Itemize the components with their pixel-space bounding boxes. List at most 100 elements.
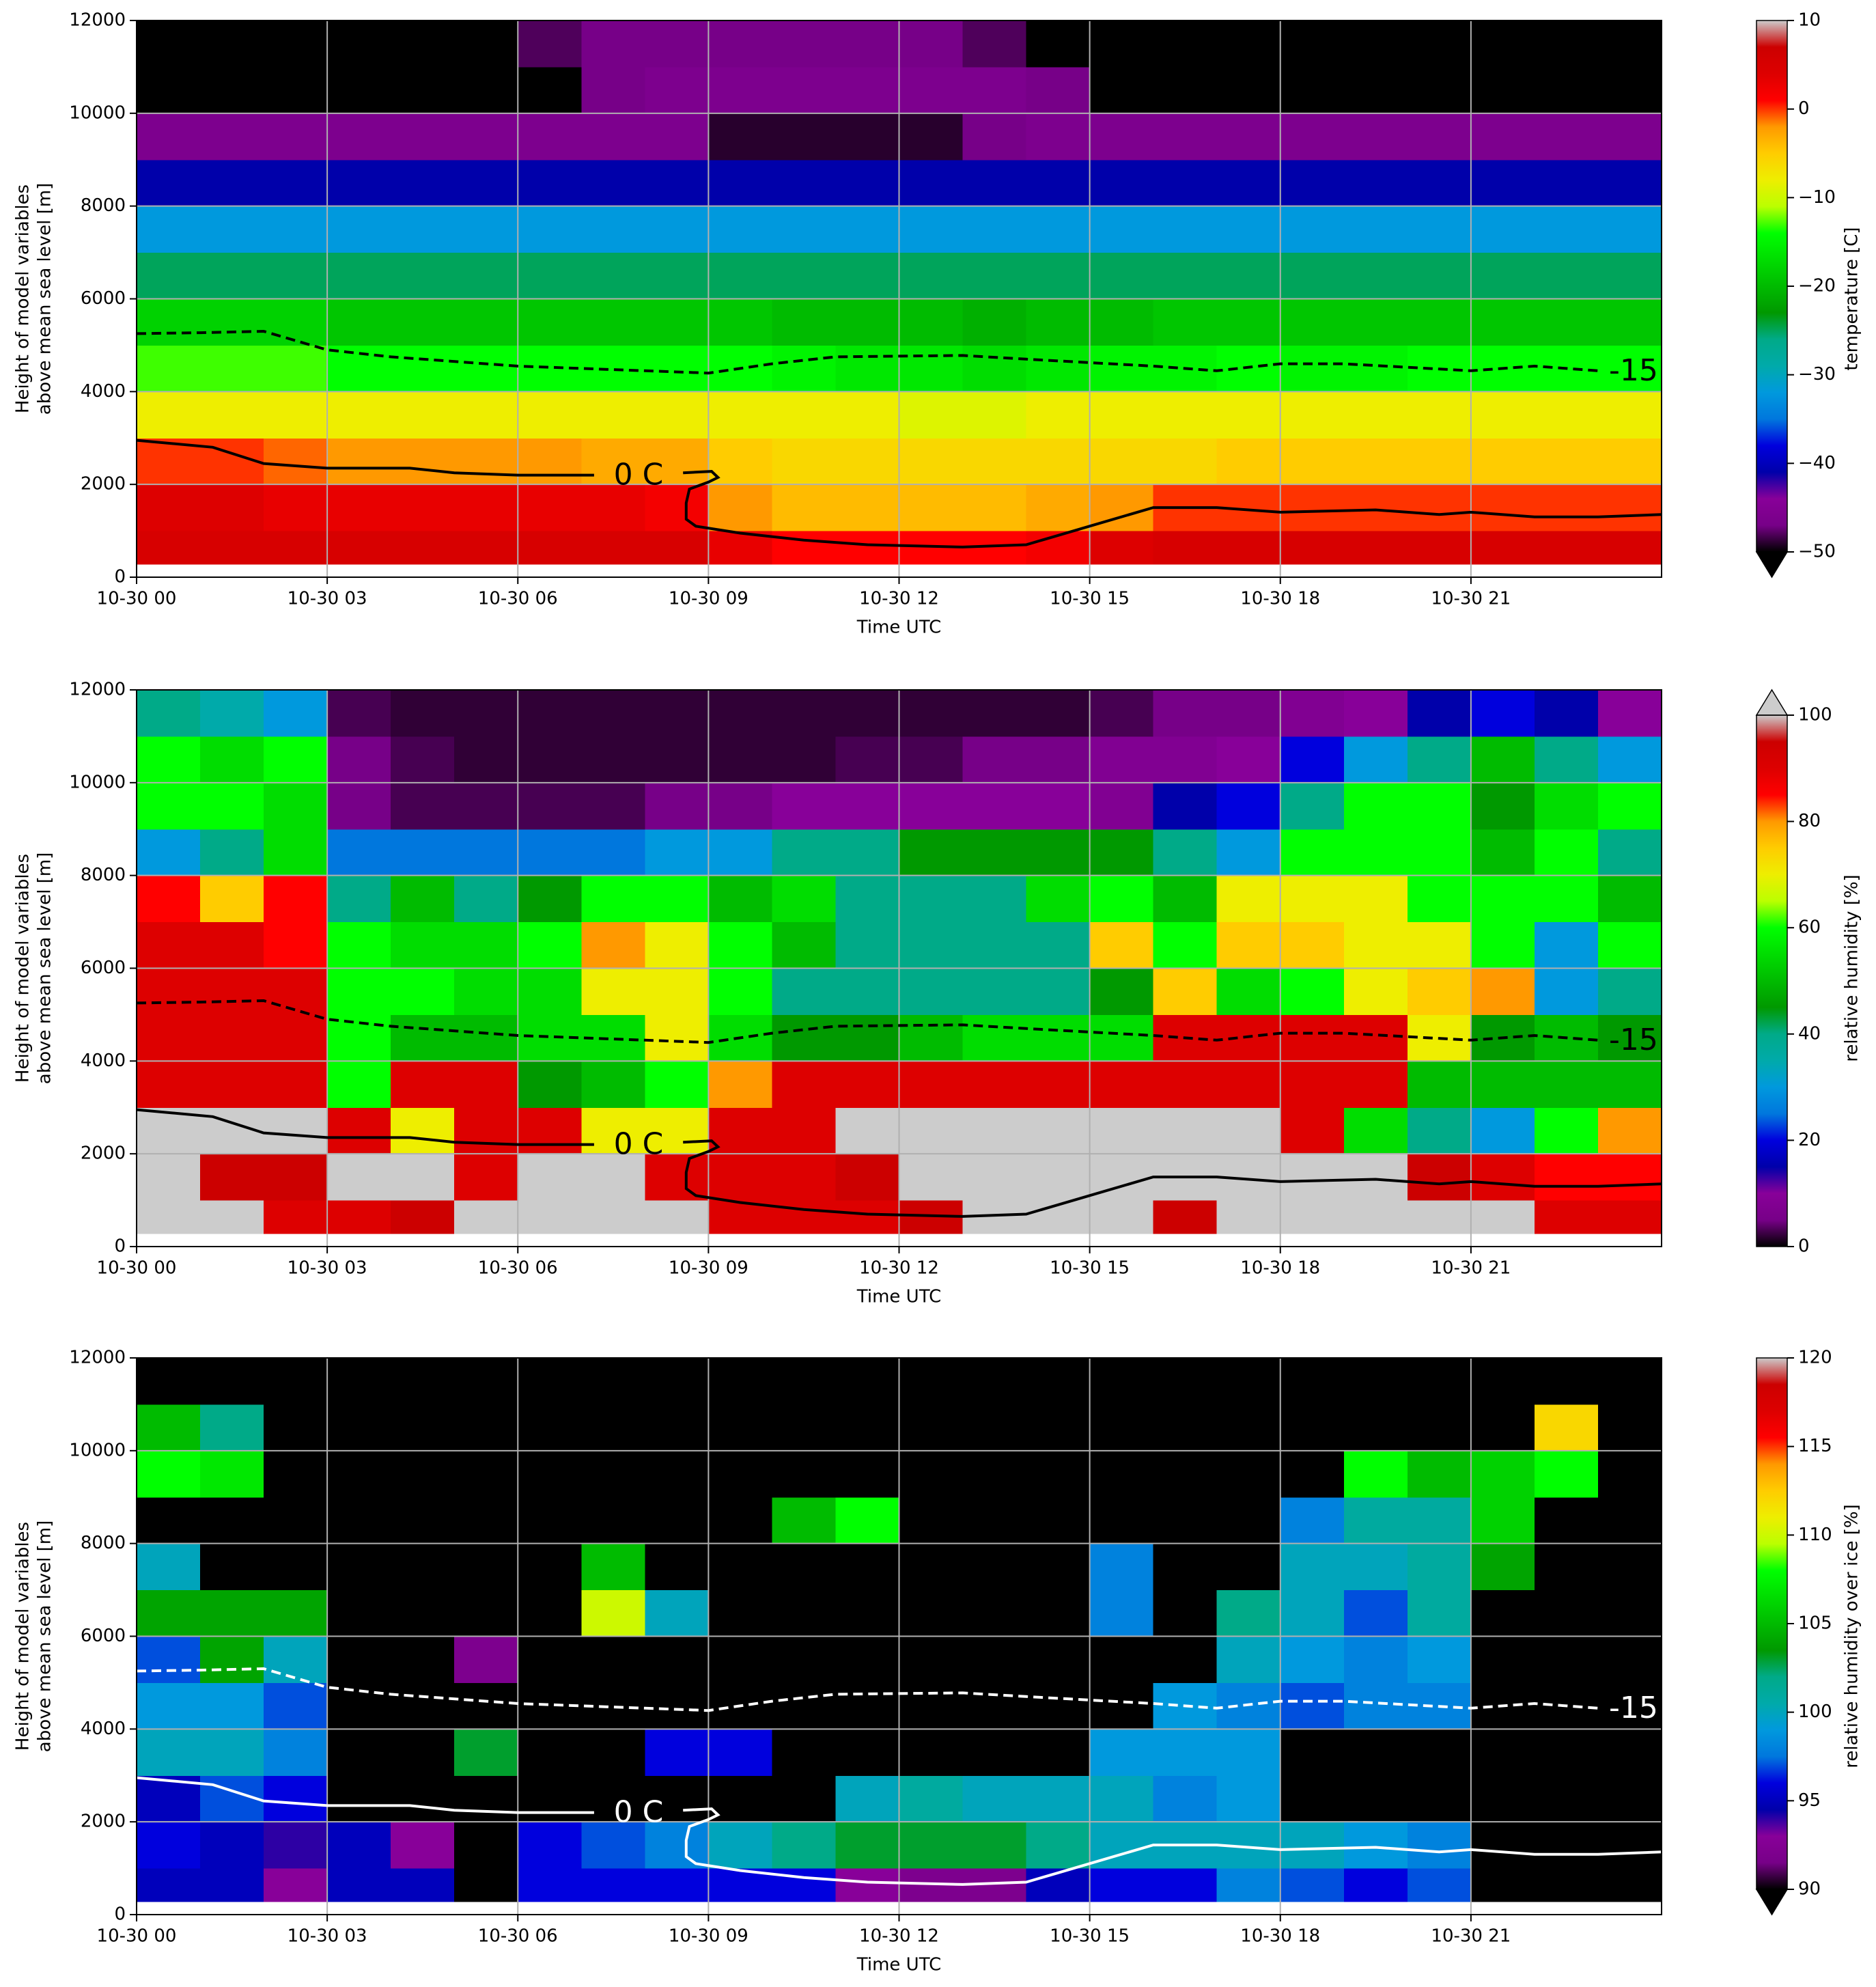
heatmap-cell xyxy=(264,1822,328,1869)
heatmap-cell xyxy=(962,1822,1027,1869)
heatmap-cell xyxy=(1407,1822,1472,1869)
heatmap-cell xyxy=(327,968,391,1016)
heatmap-cell xyxy=(899,1775,964,1822)
heatmap-cell xyxy=(1534,252,1599,300)
heatmap-cell xyxy=(1089,252,1154,300)
heatmap-cell xyxy=(137,968,201,1016)
heatmap-cell xyxy=(454,1868,518,1902)
heatmap-cell xyxy=(1343,690,1408,737)
heatmap-cell xyxy=(1026,1061,1091,1108)
heatmap-cell xyxy=(200,1822,264,1869)
heatmap-cell xyxy=(581,252,645,300)
x-tick-label: 10-30 21 xyxy=(1431,589,1511,609)
heatmap-cell xyxy=(518,531,582,565)
heatmap-cell xyxy=(391,531,455,565)
heatmap-cell xyxy=(1153,1358,1218,1405)
heatmap-cell xyxy=(581,921,645,969)
heatmap-cell xyxy=(518,782,582,830)
x-tick-label: 10-30 00 xyxy=(97,1258,177,1279)
x-tick-label: 10-30 15 xyxy=(1050,1926,1130,1947)
heatmap-cell xyxy=(454,1775,518,1822)
heatmap-cell xyxy=(1089,829,1154,876)
heatmap-cell xyxy=(137,391,201,439)
heatmap-cell xyxy=(1216,690,1281,737)
heatmap-cell xyxy=(1280,736,1345,783)
heatmap-cell xyxy=(327,1404,391,1451)
heatmap-cell xyxy=(581,1404,645,1451)
x-tick-label: 10-30 18 xyxy=(1240,1926,1320,1947)
heatmap-cell xyxy=(1153,20,1218,68)
heatmap-cell xyxy=(327,484,391,531)
heatmap-cell xyxy=(137,921,201,969)
heatmap-cell xyxy=(708,113,773,161)
heatmap-cell xyxy=(1470,298,1535,346)
heatmap-cell xyxy=(708,1589,773,1637)
heatmap-cell xyxy=(1343,1450,1408,1498)
heatmap-cell xyxy=(899,1682,964,1729)
heatmap-cell xyxy=(137,1200,201,1234)
heatmap-cell xyxy=(1026,921,1091,969)
heatmap-cell xyxy=(454,345,518,392)
heatmap-cell xyxy=(391,1358,455,1405)
heatmap-cell xyxy=(1470,1061,1535,1108)
heatmap-cell xyxy=(1026,345,1091,392)
heatmap xyxy=(137,690,1662,1234)
heatmap-cell xyxy=(1407,298,1472,346)
heatmap-cell xyxy=(962,345,1027,392)
heatmap-cell xyxy=(708,1497,773,1544)
heatmap-cell xyxy=(1470,875,1535,923)
heatmap-cell xyxy=(391,1543,455,1591)
heatmap-cell xyxy=(1026,690,1091,737)
heatmap-cell xyxy=(835,531,900,565)
heatmap-cell xyxy=(1597,875,1662,923)
heatmap-cell xyxy=(1470,829,1535,876)
heatmap-cell xyxy=(835,1682,900,1729)
heatmap-cell xyxy=(1153,252,1218,300)
heatmap-cell xyxy=(1153,782,1218,830)
y-tick-label: 12000 xyxy=(69,10,126,31)
x-tick-label: 10-30 06 xyxy=(478,589,558,609)
heatmap-cell xyxy=(137,252,201,300)
heatmap-cell xyxy=(1280,1200,1345,1234)
heatmap-cell xyxy=(835,1543,900,1591)
heatmap-cell xyxy=(518,1868,582,1902)
heatmap-cell xyxy=(962,66,1027,114)
heatmap-cell xyxy=(1089,1729,1154,1776)
heatmap-cell xyxy=(1280,1543,1345,1591)
heatmap-cell xyxy=(772,1358,837,1405)
heatmap-cell xyxy=(1280,968,1345,1016)
heatmap-cell xyxy=(454,1014,518,1061)
heatmap-cell xyxy=(1026,252,1091,300)
heatmap-cell xyxy=(327,782,391,830)
heatmap-cell xyxy=(200,1014,264,1061)
heatmap-cell xyxy=(1407,531,1472,565)
heatmap-cell xyxy=(1534,1497,1599,1544)
heatmap-cell xyxy=(962,1404,1027,1451)
heatmap-cell xyxy=(708,20,773,68)
y-tick-label: 8000 xyxy=(81,195,126,216)
heatmap-cell xyxy=(200,391,264,439)
heatmap-cell xyxy=(835,921,900,969)
heatmap-cell xyxy=(1089,1404,1154,1451)
heatmap-cell xyxy=(1597,1589,1662,1637)
heatmap-cell xyxy=(645,298,709,346)
heatmap-cell xyxy=(581,1589,645,1637)
colorbar-extension xyxy=(1755,689,1789,716)
heatmap-cell xyxy=(1597,921,1662,969)
heatmap-cell xyxy=(708,391,773,439)
heatmap-cell xyxy=(772,1868,837,1902)
heatmap-cell xyxy=(518,968,582,1016)
heatmap-cell xyxy=(1089,66,1154,114)
heatmap-cell xyxy=(581,206,645,253)
heatmap-cell xyxy=(1597,113,1662,161)
heatmap-cell xyxy=(581,298,645,346)
heatmap-cell xyxy=(200,1636,264,1684)
heatmap-cell xyxy=(962,875,1027,923)
heatmap-cell xyxy=(200,531,264,565)
heatmap-cell xyxy=(391,921,455,969)
heatmap-cell xyxy=(327,298,391,346)
y-tick-label: 12000 xyxy=(69,1348,126,1368)
heatmap-cell xyxy=(1534,1358,1599,1405)
heatmap-cell xyxy=(1026,298,1091,346)
y-tick-label: 12000 xyxy=(69,680,126,700)
